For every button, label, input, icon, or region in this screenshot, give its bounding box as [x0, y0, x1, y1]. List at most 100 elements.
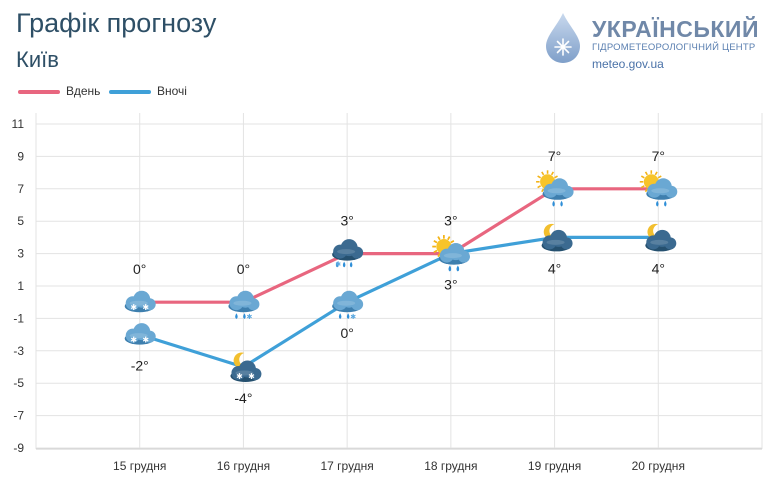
raindrop	[346, 313, 350, 319]
y-tick-label: 9	[17, 149, 24, 163]
y-tick-label: -1	[13, 311, 24, 325]
moon-cloud-snow-icon: ✱ ✱	[230, 352, 262, 382]
series-line-night	[138, 235, 660, 369]
cloud-shape	[143, 298, 156, 311]
x-tick-label: 20 грудня	[632, 459, 685, 473]
water-drop-icon	[546, 13, 580, 63]
data-label-day: 3°	[340, 213, 353, 229]
cloud-shape	[547, 188, 566, 194]
cloud-shape	[351, 246, 364, 259]
legend-swatch-day	[18, 90, 60, 94]
data-label-night: -4°	[234, 390, 252, 406]
sun-ray	[554, 175, 558, 179]
data-label-day: 7°	[548, 148, 561, 164]
logo-name: УКРАЇНСЬКИЙ	[592, 16, 759, 42]
snowflake-glyph: ✱	[130, 303, 137, 312]
data-label-day: 3°	[444, 213, 457, 229]
cloud-shape	[651, 188, 670, 194]
y-tick-label: 7	[17, 182, 24, 196]
snowflake-glyph: ✱	[248, 372, 255, 381]
logo-subtitle: ГІДРОМЕТЕОРОЛОГІЧНИЙ ЦЕНТР	[592, 42, 756, 53]
cloud-shape	[129, 300, 148, 306]
sun-ray	[437, 253, 441, 257]
sun-cloud-rain-icon	[639, 170, 678, 207]
storm-cloud-snow-icon: ✱	[332, 239, 364, 269]
cloud-rain-snow-icon: ✱	[332, 290, 364, 321]
x-tick-label: 16 грудня	[217, 459, 270, 473]
series-line-day	[138, 187, 660, 304]
y-tick-label: 5	[17, 214, 24, 228]
cloud-shape	[560, 237, 573, 250]
cloud-rain-snow-icon: ✱	[228, 290, 260, 321]
cloud-shape	[457, 250, 470, 263]
y-tick-label: 11	[12, 117, 25, 131]
sun-ray	[640, 175, 645, 179]
data-label-night: 4°	[652, 260, 665, 276]
sun-ray	[644, 188, 648, 193]
cloud-shape	[650, 239, 669, 245]
x-tick-label: 15 грудня	[113, 459, 166, 473]
sun-ray	[433, 240, 438, 244]
data-label-night: 4°	[548, 260, 561, 276]
sun-ray	[644, 171, 648, 176]
sun-ray	[447, 236, 451, 241]
cloud-snow-icon: ✱ ✱	[124, 323, 156, 345]
snowflake-glyph: ✱	[236, 372, 243, 381]
x-tick-label: 17 грудня	[320, 459, 373, 473]
y-tick-label: -5	[13, 376, 24, 390]
raindrop	[342, 261, 346, 268]
legend-label-night: Вночі	[157, 84, 187, 98]
legend-swatch-night	[109, 90, 151, 94]
sun-ray	[640, 185, 645, 189]
cloud-shape	[665, 185, 678, 198]
sun-ray	[433, 249, 438, 254]
y-tick-label: -9	[13, 441, 24, 455]
raindrop	[338, 313, 342, 319]
snowflake-glyph: ✱	[335, 261, 341, 269]
sun-ray	[550, 171, 555, 176]
moon-cloud-icon	[645, 223, 677, 252]
data-label-night: 3°	[444, 277, 457, 293]
snowflake-glyph: ✱	[142, 303, 149, 312]
cloud-shape	[143, 330, 156, 343]
raindrop	[552, 200, 555, 207]
data-label-night: -2°	[131, 358, 149, 374]
cloud-snow-icon: ✱ ✱	[124, 290, 156, 313]
raindrop	[456, 265, 460, 272]
cloud-shape	[546, 239, 565, 245]
cloud-shape	[129, 333, 148, 339]
sun-ray	[537, 175, 542, 179]
city-name: Київ	[16, 47, 59, 72]
raindrop	[243, 313, 246, 319]
raindrop	[663, 200, 667, 207]
snowflake-glyph: ✱	[246, 313, 252, 321]
sun-ray	[657, 175, 662, 179]
cloud-shape	[233, 300, 252, 306]
raindrop	[349, 261, 353, 268]
legend-label-day: Вдень	[66, 84, 101, 98]
data-label-day: 0°	[237, 261, 250, 277]
cloud-shape	[664, 237, 677, 250]
snowflake-glyph: ✱	[350, 313, 356, 321]
sun-ray	[541, 188, 545, 193]
sun-cloud-rain-icon	[432, 235, 470, 272]
raindrop	[235, 313, 238, 319]
y-tick-label: -3	[13, 344, 24, 358]
sun-ray	[541, 171, 545, 176]
sun-ray	[450, 240, 455, 244]
y-tick-label: 1	[17, 279, 24, 293]
cloud-shape	[337, 300, 356, 306]
cloud-shape	[351, 298, 364, 311]
y-tick-label: -7	[13, 409, 24, 423]
sun-ray	[537, 185, 542, 189]
cloud-shape	[235, 370, 254, 376]
raindrop	[560, 200, 563, 207]
raindrop	[335, 261, 339, 268]
raindrop	[655, 200, 659, 207]
cloud-shape	[561, 185, 574, 198]
cloud-shape	[247, 298, 260, 311]
cloud-shape	[337, 249, 356, 255]
moon-shape	[233, 352, 248, 369]
logo: УКРАЇНСЬКИЙ ГІДРОМЕТЕОРОЛОГІЧНИЙ ЦЕНТР m…	[540, 10, 770, 74]
